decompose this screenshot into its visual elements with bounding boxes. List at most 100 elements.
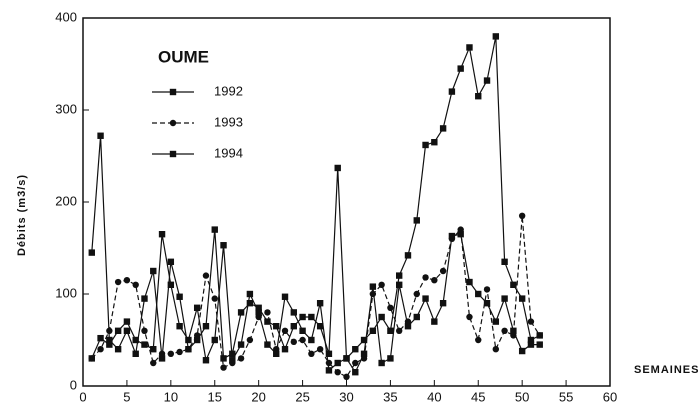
data-point bbox=[413, 313, 420, 321]
data-point bbox=[246, 336, 254, 344]
data-point bbox=[106, 327, 113, 334]
data-point bbox=[150, 346, 157, 353]
data-point bbox=[132, 281, 139, 288]
data-point bbox=[273, 323, 280, 330]
data-point bbox=[360, 350, 368, 357]
data-point bbox=[536, 341, 543, 348]
data-point bbox=[457, 65, 464, 72]
x-tick-label: 55 bbox=[559, 389, 573, 404]
legend-label: 1993 bbox=[214, 114, 243, 129]
y-tick-label: 100 bbox=[55, 285, 77, 300]
data-point bbox=[334, 369, 341, 376]
data-point bbox=[536, 332, 543, 339]
data-point bbox=[220, 355, 227, 362]
data-point bbox=[492, 346, 500, 353]
data-point bbox=[193, 336, 201, 344]
data-point bbox=[220, 242, 227, 249]
data-point bbox=[316, 346, 324, 353]
data-point bbox=[158, 231, 166, 238]
data-point bbox=[211, 336, 218, 344]
x-tick-label: 20 bbox=[251, 389, 265, 404]
data-point bbox=[396, 272, 403, 279]
x-tick-label: 50 bbox=[515, 389, 529, 404]
data-point bbox=[510, 327, 517, 334]
data-point bbox=[308, 336, 315, 344]
data-point bbox=[97, 334, 104, 342]
data-point bbox=[264, 341, 271, 348]
data-point bbox=[97, 346, 104, 353]
data-point bbox=[360, 336, 368, 344]
y-axis-title: Débits (m3/s) bbox=[16, 174, 28, 256]
data-point bbox=[325, 367, 333, 374]
data-point bbox=[202, 323, 210, 330]
data-point bbox=[501, 327, 508, 334]
data-point bbox=[132, 350, 139, 357]
data-point bbox=[308, 313, 315, 321]
data-point bbox=[527, 318, 535, 325]
data-point bbox=[299, 313, 306, 321]
data-point bbox=[325, 350, 333, 357]
data-point bbox=[475, 336, 482, 344]
data-point bbox=[492, 33, 500, 40]
data-point bbox=[352, 346, 359, 353]
data-point bbox=[475, 93, 482, 100]
data-point bbox=[510, 281, 517, 288]
data-point bbox=[237, 309, 245, 316]
y-tick-label: 200 bbox=[55, 193, 77, 208]
data-point bbox=[106, 336, 113, 344]
plot-frame bbox=[82, 17, 611, 387]
data-point bbox=[308, 350, 315, 357]
data-point bbox=[422, 295, 429, 302]
data-point bbox=[352, 359, 359, 367]
data-point bbox=[290, 323, 297, 330]
data-point bbox=[176, 323, 183, 330]
data-point bbox=[501, 258, 508, 265]
series-line bbox=[91, 36, 541, 360]
data-point bbox=[281, 293, 289, 300]
data-point bbox=[431, 277, 438, 284]
data-point bbox=[352, 369, 359, 376]
data-point bbox=[413, 217, 420, 224]
data-point bbox=[316, 300, 324, 307]
data-point bbox=[492, 318, 500, 325]
data-point bbox=[167, 281, 175, 288]
x-tick-label: 25 bbox=[295, 389, 309, 404]
data-point bbox=[158, 355, 166, 362]
legend-marker bbox=[169, 119, 177, 127]
data-point bbox=[167, 258, 175, 265]
data-point bbox=[466, 313, 473, 321]
data-point bbox=[281, 327, 289, 334]
legend-marker bbox=[169, 88, 177, 96]
data-point bbox=[378, 359, 385, 367]
data-point bbox=[501, 295, 508, 302]
data-point bbox=[378, 281, 385, 288]
x-tick-label: 5 bbox=[123, 389, 130, 404]
x-tick-label: 60 bbox=[603, 389, 617, 404]
data-point bbox=[422, 274, 429, 281]
data-point bbox=[396, 281, 403, 288]
data-point bbox=[141, 341, 148, 348]
data-point bbox=[483, 286, 491, 293]
data-point bbox=[431, 318, 438, 325]
x-tick-label: 45 bbox=[471, 389, 485, 404]
data-point bbox=[141, 295, 148, 302]
data-point bbox=[439, 300, 447, 307]
legend-label: 1994 bbox=[214, 145, 243, 160]
data-point bbox=[193, 332, 201, 339]
data-point bbox=[255, 309, 262, 316]
data-point bbox=[387, 355, 394, 362]
data-point bbox=[193, 304, 201, 311]
data-point bbox=[273, 350, 280, 357]
data-point bbox=[220, 364, 227, 371]
data-point bbox=[158, 350, 166, 357]
data-point bbox=[114, 346, 122, 353]
data-point bbox=[97, 132, 104, 139]
y-tick-label: 0 bbox=[70, 377, 77, 392]
data-point bbox=[299, 336, 306, 344]
data-point bbox=[202, 272, 210, 279]
data-point bbox=[264, 318, 271, 325]
data-point bbox=[483, 77, 491, 84]
data-point bbox=[114, 327, 122, 334]
legend-label: 1992 bbox=[214, 83, 243, 98]
data-point bbox=[237, 341, 245, 348]
